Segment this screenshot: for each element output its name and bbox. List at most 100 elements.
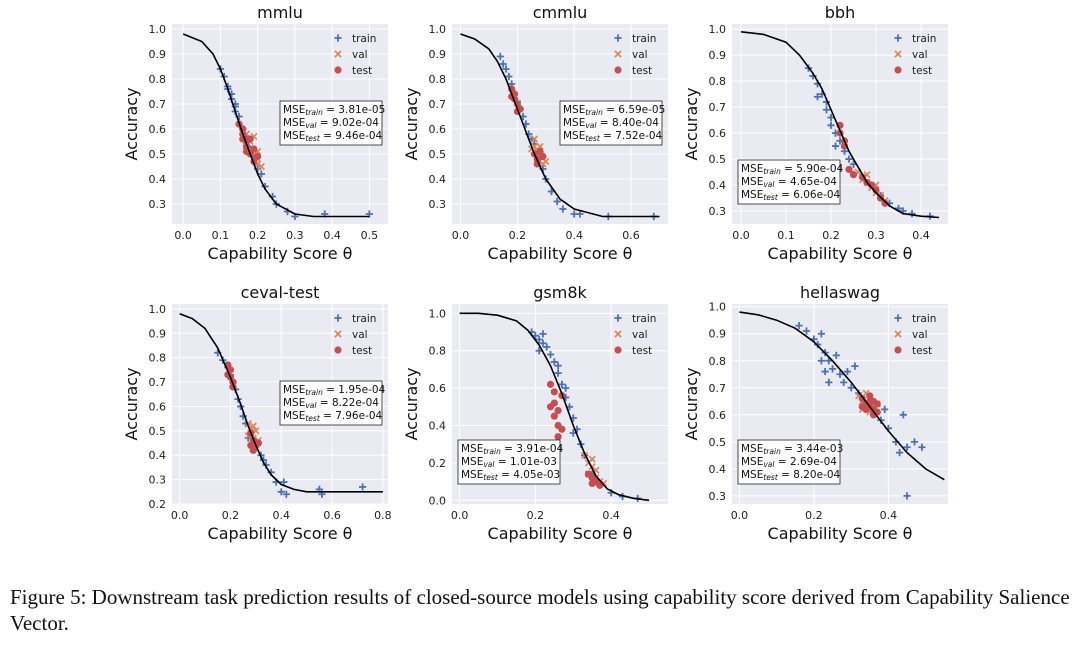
x-tick-label: 0.4 <box>273 509 291 522</box>
mse-train: MSEtrain = 5.90e-04 <box>741 163 844 176</box>
legend-marker-val <box>894 330 902 338</box>
y-tick-label: 0.8 <box>149 73 167 86</box>
mse-box-frame <box>279 380 383 426</box>
legend: train val test <box>614 33 656 77</box>
legend-marker-test <box>894 346 902 354</box>
train-point <box>895 449 904 457</box>
legend-label-val: val <box>632 329 648 341</box>
y-tick-label: 0.4 <box>149 449 167 462</box>
train-point <box>899 411 907 419</box>
x-axis-label: Capability Score θ <box>488 244 633 263</box>
train-point <box>554 369 562 377</box>
x-tick-label: 0.8 <box>374 509 392 522</box>
train-point <box>832 351 840 359</box>
x-tick-label: 0.2 <box>527 509 545 522</box>
train-point <box>836 370 844 378</box>
legend-marker-val <box>614 330 622 338</box>
chart-panel-mmlu: 0.0 0.1 0.2 0.3 0.4 0.5 0.3 0.4 0.5 0.6 0.7 0.8 0.9 1… <box>122 3 388 263</box>
train-point <box>881 405 889 414</box>
chart-panel-hellaswag: 0.0 0.2 0.4 0.3 0.4 0.5 0.6 0.7 0.8 0.9 1.0 hellasw… <box>682 283 948 543</box>
y-tick-label: 1.0 <box>149 303 167 316</box>
x-tick-label: 0.2 <box>222 509 240 522</box>
legend-label-test: test <box>912 345 932 357</box>
mse-val: MSEval = 1.01e-03 <box>461 456 557 469</box>
y-axis-label: Accuracy <box>122 367 141 440</box>
legend-label-train: train <box>352 33 376 45</box>
train-point <box>840 378 848 386</box>
x-axis-label: Capability Score θ <box>768 244 913 263</box>
test-point <box>246 135 254 143</box>
x-axis-label: Capability Score θ <box>768 524 913 543</box>
legend-label-val: val <box>352 329 368 341</box>
chart-title: gsm8k <box>533 283 587 302</box>
y-tick-label: 0.5 <box>149 425 167 438</box>
y-tick-label: 0.7 <box>149 376 167 389</box>
legend-label-train: train <box>632 33 656 45</box>
legend: train val test <box>334 33 376 77</box>
legend-marker-train <box>894 314 902 322</box>
chart-panel-ceval-test: 0.0 0.2 0.4 0.6 0.8 0.2 0.3 0.4 0.5 0.6 0.7 0.8 0.9 1… <box>122 283 392 543</box>
y-tick-label: 0.3 <box>709 205 727 218</box>
fit-curve <box>740 31 940 219</box>
y-axis-label: Accuracy <box>682 87 701 160</box>
legend-marker-val <box>334 330 342 338</box>
chart-title: ceval-test <box>241 283 320 302</box>
figure-caption: Figure 5: Downstream task prediction res… <box>10 585 1070 635</box>
x-tick-label: 0.1 <box>777 229 795 242</box>
x-axis-label: Capability Score θ <box>208 244 353 263</box>
x-tick-label: 0.0 <box>452 229 470 242</box>
train-point <box>813 93 822 101</box>
train-point <box>908 210 916 218</box>
train-point <box>535 335 543 344</box>
y-tick-label: 0.9 <box>429 48 447 61</box>
train-point <box>277 488 285 496</box>
legend-marker-train <box>614 34 622 42</box>
train-point <box>825 357 833 365</box>
train-point <box>496 52 504 61</box>
legend: train val test <box>894 313 936 357</box>
mse-train: MSEtrain = 3.44e-03 <box>741 443 843 456</box>
y-tick-label: 0.6 <box>429 123 447 136</box>
x-axis-label: Capability Score θ <box>488 524 633 543</box>
y-tick-label: 0.6 <box>429 382 447 395</box>
y-tick-label: 0.4 <box>709 179 727 192</box>
mse-box-frame <box>559 100 663 146</box>
train-point <box>543 343 551 351</box>
train-point <box>851 362 859 370</box>
y-tick-label: 0.7 <box>709 382 727 395</box>
train-point <box>827 121 835 129</box>
y-tick-label: 0.9 <box>709 328 727 341</box>
test-point <box>254 439 262 447</box>
train-point <box>847 384 855 392</box>
y-tick-label: 0.4 <box>429 173 447 186</box>
x-tick-label: 0.6 <box>323 509 341 522</box>
data-layer <box>182 33 373 221</box>
legend: train val test <box>894 33 936 77</box>
legend-marker-test <box>614 346 622 354</box>
y-tick-label: 0.8 <box>709 75 727 88</box>
y-tick-label: 0.5 <box>149 148 167 161</box>
test-point <box>554 433 562 441</box>
y-tick-label: 0.4 <box>429 419 447 432</box>
test-point <box>546 403 555 411</box>
mse-val: MSEval = 4.65e-04 <box>741 176 837 189</box>
y-tick-label: 0.9 <box>709 49 727 62</box>
mse-train: MSEtrain = 1.95e-04 <box>283 384 386 397</box>
legend: train val test <box>614 313 656 357</box>
x-tick-label: 0.3 <box>286 229 304 242</box>
legend-label-val: val <box>912 49 928 61</box>
legend-marker-test <box>334 66 342 74</box>
y-tick-label: 0.2 <box>429 457 447 470</box>
mse-box-frame <box>279 100 383 146</box>
mse-val: MSEval = 9.02e-04 <box>283 117 379 130</box>
data-layer <box>459 312 650 502</box>
y-tick-label: 0.3 <box>709 490 727 503</box>
x-tick-label: 0.1 <box>212 229 230 242</box>
test-point <box>550 412 558 420</box>
